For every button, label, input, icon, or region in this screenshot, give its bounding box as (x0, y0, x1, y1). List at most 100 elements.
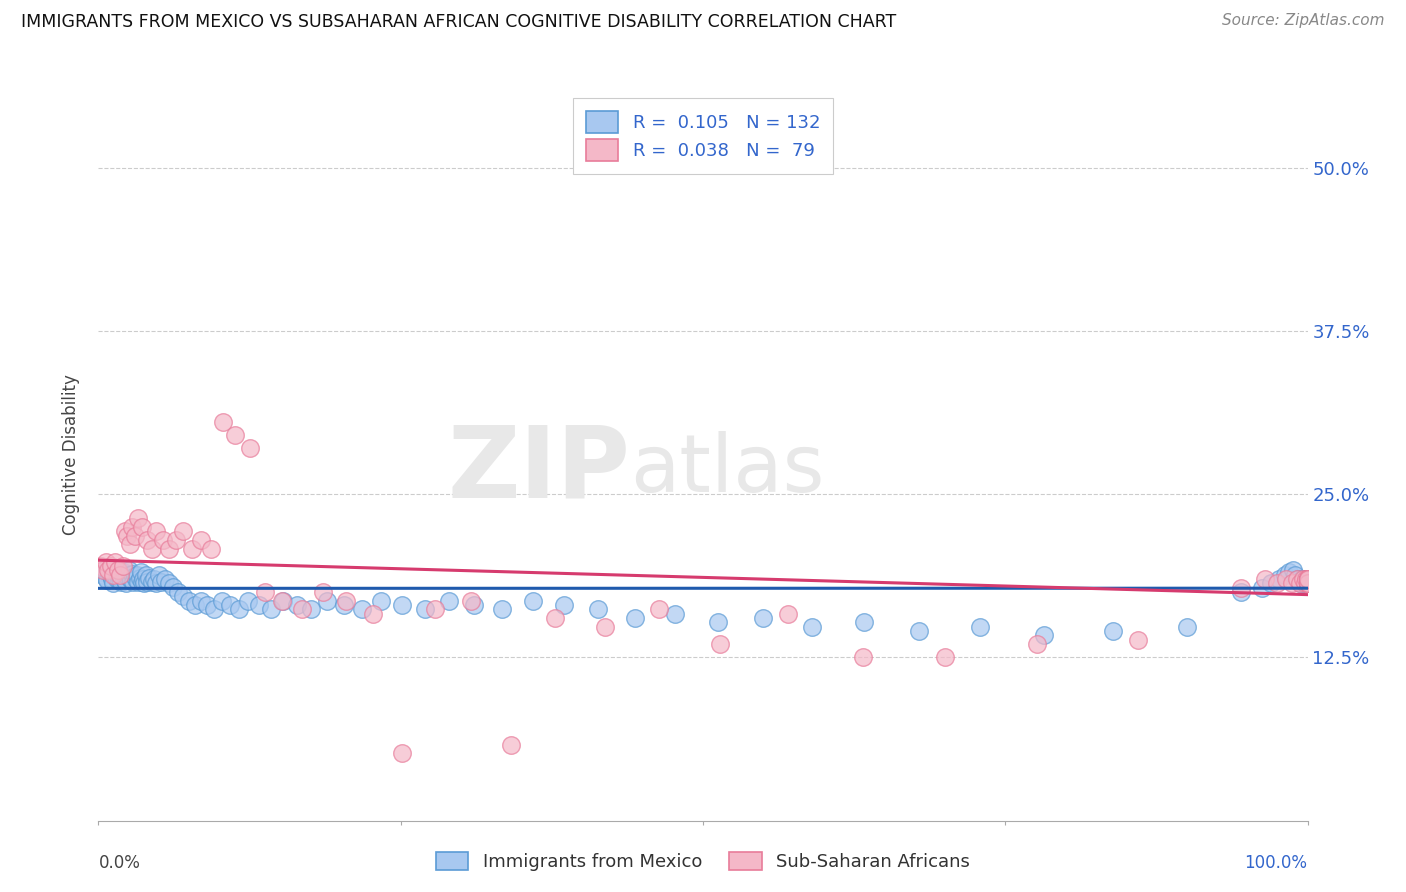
Point (129, 566, 152, 580)
Point (138, 571, 160, 585)
Point (1296, 576, 1319, 591)
Point (100, 558, 122, 573)
Point (271, 594, 294, 608)
Point (1292, 576, 1315, 591)
Point (969, 620, 991, 634)
Point (1296, 576, 1319, 591)
Point (1296, 572, 1319, 586)
Y-axis label: Cognitive Disability: Cognitive Disability (62, 375, 80, 535)
Point (1295, 572, 1317, 586)
Point (108, 571, 131, 585)
Point (273, 594, 295, 608)
Point (1275, 572, 1298, 586)
Point (1296, 572, 1319, 586)
Point (100, 568, 122, 582)
Point (128, 571, 150, 585)
Point (1296, 576, 1319, 591)
Legend: Immigrants from Mexico, Sub-Saharan Africans: Immigrants from Mexico, Sub-Saharan Afri… (429, 845, 977, 879)
Point (121, 520, 143, 534)
Point (172, 589, 194, 603)
Point (108, 574, 131, 588)
Point (1296, 572, 1319, 586)
Point (101, 568, 124, 582)
Point (1296, 572, 1319, 586)
Point (107, 563, 129, 577)
Point (118, 571, 141, 585)
Point (361, 607, 384, 622)
Point (1254, 572, 1277, 586)
Point (103, 566, 125, 581)
Point (260, 602, 283, 616)
Text: 0.0%: 0.0% (98, 854, 141, 871)
Point (153, 572, 176, 586)
Point (134, 576, 156, 591)
Point (544, 611, 567, 625)
Point (150, 574, 173, 589)
Point (141, 574, 163, 589)
Point (162, 580, 184, 594)
Point (254, 585, 277, 599)
Point (1296, 576, 1319, 591)
Point (1296, 572, 1319, 586)
Point (172, 524, 194, 538)
Point (96, 574, 118, 588)
Point (1274, 568, 1296, 582)
Point (1278, 566, 1301, 580)
Point (104, 563, 127, 577)
Point (97, 566, 120, 580)
Point (1296, 572, 1319, 586)
Point (299, 602, 322, 616)
Point (118, 563, 141, 577)
Point (127, 574, 149, 589)
Point (290, 602, 312, 616)
Point (1295, 572, 1317, 586)
Point (228, 602, 250, 616)
Point (1296, 572, 1319, 586)
Point (350, 602, 373, 616)
Point (852, 615, 875, 629)
Point (180, 541, 202, 556)
Point (190, 594, 212, 608)
Point (1296, 572, 1319, 586)
Point (94, 571, 117, 585)
Point (124, 529, 146, 543)
Point (132, 572, 155, 586)
Point (1281, 576, 1303, 591)
Point (1296, 572, 1319, 586)
Point (1296, 576, 1319, 591)
Point (553, 598, 575, 612)
Point (118, 537, 141, 551)
Point (1296, 576, 1319, 591)
Point (1296, 576, 1319, 591)
Point (1230, 581, 1253, 595)
Point (143, 572, 166, 586)
Point (1296, 576, 1319, 591)
Point (107, 568, 129, 582)
Point (1292, 572, 1315, 586)
Point (247, 598, 270, 612)
Point (184, 598, 207, 612)
Point (1295, 576, 1317, 591)
Point (111, 566, 134, 580)
Point (391, 598, 413, 612)
Point (167, 585, 190, 599)
Point (437, 594, 460, 608)
Point (1025, 637, 1047, 651)
Text: atlas: atlas (630, 431, 825, 508)
Point (1296, 572, 1319, 586)
Point (316, 594, 339, 608)
Point (1295, 572, 1317, 586)
Point (1128, 633, 1150, 648)
Point (104, 555, 127, 569)
Point (852, 650, 875, 665)
Point (108, 568, 131, 582)
Point (1296, 572, 1319, 586)
Point (413, 602, 436, 616)
Point (238, 594, 260, 608)
Point (148, 568, 170, 582)
Point (224, 428, 246, 442)
Point (1296, 576, 1319, 591)
Point (135, 574, 157, 589)
Point (800, 620, 823, 634)
Point (120, 574, 142, 588)
